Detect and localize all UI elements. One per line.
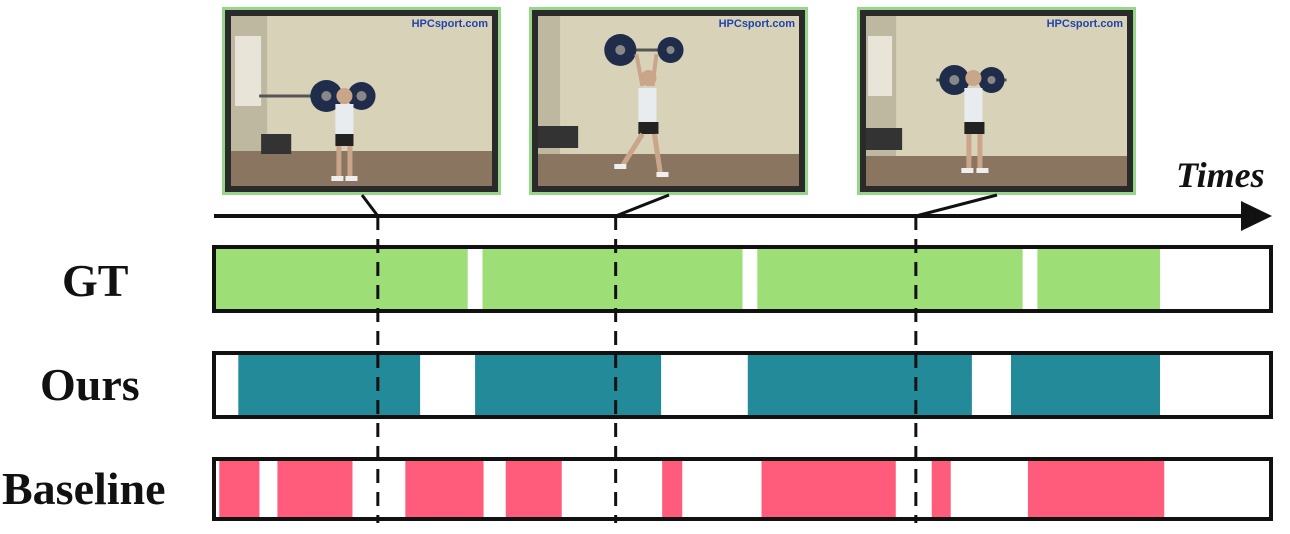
ours-segment-2 bbox=[475, 353, 662, 417]
baseline-segment-8 bbox=[1027, 459, 1165, 519]
time-axis-label: Times bbox=[1176, 155, 1265, 195]
frame-3-scene bbox=[866, 16, 1127, 186]
baseline-segment-5 bbox=[662, 459, 683, 519]
baseline-segment-3 bbox=[405, 459, 484, 519]
video-frame-2: HPCsport.com bbox=[529, 7, 808, 195]
frame-3-connector bbox=[915, 193, 998, 218]
gt-segment-2 bbox=[482, 247, 743, 311]
ours-segment-3 bbox=[747, 353, 972, 417]
ours-segment-1 bbox=[238, 353, 421, 417]
gt-segment-3 bbox=[757, 247, 1023, 311]
frame-1-watermark: HPCsport.com bbox=[411, 18, 488, 30]
frame-2-watermark: HPCsport.com bbox=[718, 18, 795, 30]
baseline-segment-2 bbox=[277, 459, 353, 519]
frame-2-connector bbox=[615, 193, 670, 218]
baseline-segment-4 bbox=[505, 459, 562, 519]
frame-2-scene bbox=[538, 16, 799, 186]
frame-3-watermark: HPCsport.com bbox=[1046, 18, 1123, 30]
video-frame-3: HPCsport.com bbox=[857, 7, 1136, 195]
baseline-row-label: Baseline bbox=[2, 463, 166, 514]
ours-row-label: Ours bbox=[40, 359, 140, 410]
frame-1-connector bbox=[360, 194, 380, 217]
gt-segment-4 bbox=[1037, 247, 1161, 311]
ours-timeline-bar bbox=[212, 351, 1273, 419]
gt-row-label: GT bbox=[62, 255, 129, 306]
time-axis-arrowhead bbox=[1241, 201, 1272, 231]
video-frame-1: HPCsport.com bbox=[222, 7, 501, 195]
baseline-segment-1 bbox=[219, 459, 260, 519]
baseline-segment-6 bbox=[761, 459, 896, 519]
ours-segment-4 bbox=[1010, 353, 1161, 417]
baseline-segment-7 bbox=[931, 459, 951, 519]
gt-segment-1 bbox=[214, 247, 468, 311]
frame-1-scene bbox=[231, 16, 492, 186]
baseline-timeline-bar bbox=[212, 457, 1273, 521]
gt-timeline-bar bbox=[212, 245, 1273, 313]
